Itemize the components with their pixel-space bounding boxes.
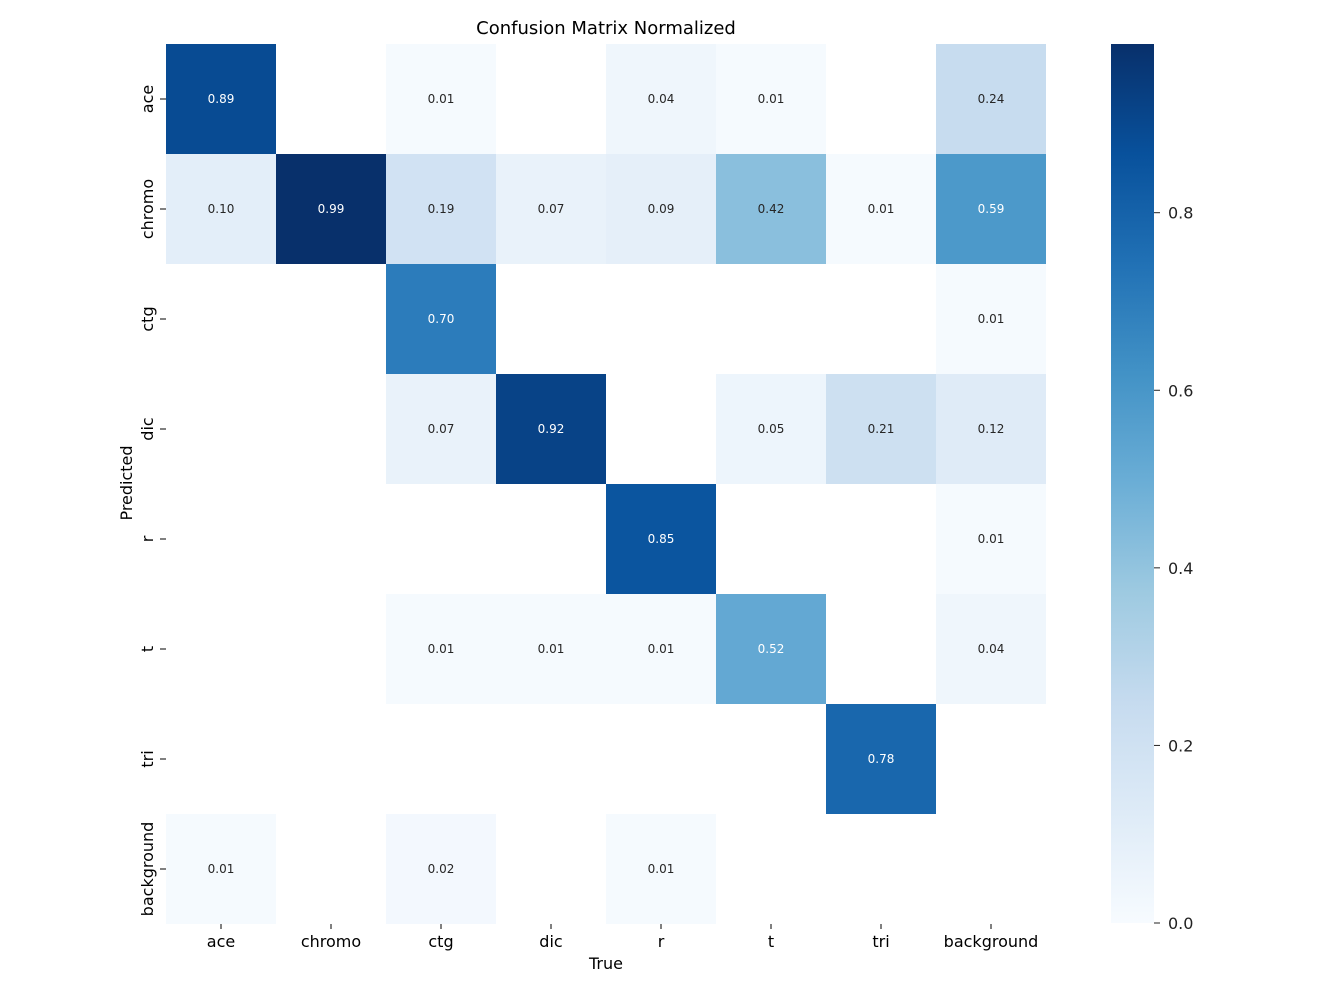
- y-axis-label: Predicted: [117, 445, 136, 520]
- cell-value-label: 0.70: [428, 312, 455, 326]
- y-tick-label: background: [138, 822, 157, 917]
- heatmap-cell: [496, 154, 606, 264]
- x-tick-label: background: [944, 932, 1039, 951]
- y-tick-label: dic: [138, 417, 157, 440]
- cell-value-label: 0.01: [648, 642, 675, 656]
- x-tick-label: chromo: [301, 932, 361, 951]
- cell-value-label: 0.01: [648, 862, 675, 876]
- x-tick-label: r: [658, 932, 665, 951]
- heatmap-cell: [386, 374, 496, 484]
- cell-value-label: 0.24: [978, 92, 1005, 106]
- cell-value-label: 0.07: [538, 202, 565, 216]
- colorbar-tick-label: 0.2: [1168, 736, 1193, 755]
- heatmap-cell: [166, 44, 276, 154]
- cell-value-label: 0.99: [318, 202, 345, 216]
- cell-value-label: 0.59: [978, 202, 1005, 216]
- cell-value-label: 0.01: [538, 642, 565, 656]
- cell-value-label: 0.01: [868, 202, 895, 216]
- colorbar-tick-label: 0.6: [1168, 381, 1193, 400]
- x-tick-label: ace: [207, 932, 235, 951]
- heatmap-cell: [936, 264, 1046, 374]
- heatmap-cell: [166, 814, 276, 924]
- x-tick-label: tri: [872, 932, 889, 951]
- y-tick-label: tri: [138, 750, 157, 767]
- y-tick-label: ace: [138, 85, 157, 113]
- heatmap-cell: [386, 154, 496, 264]
- heatmap-cell: [716, 594, 826, 704]
- y-tick-label: ctg: [138, 306, 157, 331]
- heatmap-cell: [386, 264, 496, 374]
- heatmap-cell: [386, 594, 496, 704]
- colorbar-tick-label: 0.4: [1168, 559, 1193, 578]
- heatmap-cell: [936, 44, 1046, 154]
- cell-value-label: 0.78: [868, 752, 895, 766]
- cell-value-label: 0.01: [428, 642, 455, 656]
- cell-value-label: 0.52: [758, 642, 785, 656]
- cell-value-label: 0.05: [758, 422, 785, 436]
- cell-value-label: 0.10: [208, 202, 235, 216]
- heatmap-cell: [606, 594, 716, 704]
- heatmap-cell: [716, 154, 826, 264]
- colorbar-tick-label: 0.8: [1168, 204, 1193, 223]
- x-axis-label: True: [588, 954, 623, 973]
- heatmap-cell: [166, 154, 276, 264]
- cell-value-label: 0.21: [868, 422, 895, 436]
- colorbar-tick-label: 0.0: [1168, 914, 1193, 933]
- cell-value-label: 0.19: [428, 202, 455, 216]
- heatmap-cell: [606, 44, 716, 154]
- x-tick-label: dic: [539, 932, 562, 951]
- heatmap-cell: [606, 484, 716, 594]
- heatmap-cell: [826, 704, 936, 814]
- x-tick-label: t: [768, 932, 774, 951]
- cell-value-label: 0.01: [428, 92, 455, 106]
- cell-value-label: 0.02: [428, 862, 455, 876]
- x-tick-label: ctg: [428, 932, 453, 951]
- cell-value-label: 0.04: [978, 642, 1005, 656]
- cell-value-label: 0.07: [428, 422, 455, 436]
- heatmap-cell: [826, 154, 936, 264]
- heatmap-cell: [606, 154, 716, 264]
- cell-value-label: 0.04: [648, 92, 675, 106]
- chart-title: Confusion Matrix Normalized: [476, 18, 736, 39]
- heatmap-cell: [496, 594, 606, 704]
- cell-value-label: 0.01: [208, 862, 235, 876]
- heatmap-cell: [936, 154, 1046, 264]
- cell-value-label: 0.89: [208, 92, 235, 106]
- y-tick-label: t: [138, 646, 157, 652]
- heatmap-cell: [276, 154, 386, 264]
- heatmap-cell: [386, 814, 496, 924]
- cell-value-label: 0.12: [978, 422, 1005, 436]
- heatmap-cell: [936, 484, 1046, 594]
- cell-value-label: 0.01: [978, 532, 1005, 546]
- x-axis-ticks: ace chromo ctg dic r t tri background: [207, 924, 1039, 951]
- cell-value-label: 0.92: [538, 422, 565, 436]
- cell-value-label: 0.01: [978, 312, 1005, 326]
- y-tick-label: chromo: [138, 179, 157, 239]
- colorbar-ticks: 0.0 0.2 0.4 0.6 0.8: [1154, 204, 1193, 933]
- cell-value-label: 0.09: [648, 202, 675, 216]
- heatmap-cell: [606, 814, 716, 924]
- cell-value-label: 0.42: [758, 202, 785, 216]
- colorbar: [1111, 44, 1154, 923]
- heatmap-cell: [386, 44, 496, 154]
- cell-value-label: 0.01: [758, 92, 785, 106]
- heatmap-cells: 0.89 0.01 0.04 0.01 0.24 0.10 0.99 0.19 0.07 0.09…: [166, 44, 1046, 924]
- cell-value-label: 0.85: [648, 532, 675, 546]
- heatmap-cell: [716, 44, 826, 154]
- heatmap-cell: [826, 374, 936, 484]
- y-axis-ticks: ace chromo ctg dic r t tri background: [138, 85, 166, 917]
- y-tick-label: r: [138, 535, 157, 542]
- heatmap-cell: [716, 374, 826, 484]
- heatmap-cell: [936, 594, 1046, 704]
- heatmap-cell: [496, 374, 606, 484]
- heatmap-cell: [936, 374, 1046, 484]
